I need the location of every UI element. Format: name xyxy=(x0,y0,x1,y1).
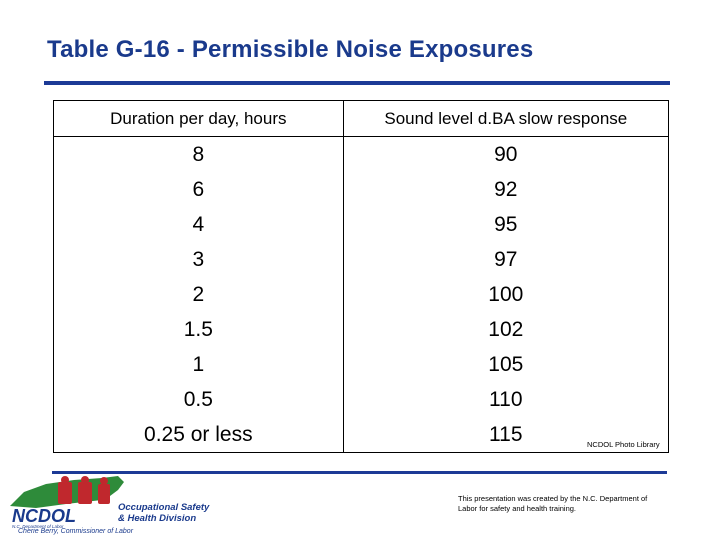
table-row: 4 95 xyxy=(53,207,670,242)
footer-divider xyxy=(52,471,667,474)
column-header-sound-level: Sound level d.BA slow response xyxy=(342,100,670,137)
logo-division: Occupational Safety & Health Division xyxy=(118,502,209,524)
table-row: 8 90 xyxy=(53,136,670,172)
duration-cell: 3 xyxy=(53,242,344,277)
table-row: 0.5 110 xyxy=(53,382,670,417)
sound-level-cell: 100 xyxy=(342,277,670,312)
table-row: 1.5 102 xyxy=(53,312,670,347)
duration-cell: 2 xyxy=(53,277,344,312)
worker-figure-icon xyxy=(58,482,72,504)
sound-level-cell: 102 xyxy=(342,312,670,347)
table-header-row: Duration per day, hours Sound level d.BA… xyxy=(53,100,670,137)
division-line-2: & Health Division xyxy=(118,513,197,524)
duration-cell: 1 xyxy=(53,347,344,382)
table-row: 0.25 or less 115 xyxy=(53,417,670,453)
logo-dept: N.C. Department of Labor xyxy=(12,524,64,529)
sound-level-cell: 95 xyxy=(342,207,670,242)
sound-level-cell: 92 xyxy=(342,172,670,207)
logo-wordmark: NCDOL xyxy=(12,506,76,526)
table-row: 2 100 xyxy=(53,277,670,312)
duration-cell: 0.25 or less xyxy=(53,417,344,453)
sound-level-cell: 110 xyxy=(342,382,670,417)
worker-figure-icon xyxy=(98,484,110,504)
duration-cell: 1.5 xyxy=(53,312,344,347)
column-header-duration: Duration per day, hours xyxy=(53,100,344,137)
commissioner-signature: Cherie Berry, Commissioner of Labor xyxy=(18,528,134,535)
ncdol-logo: NCDOL N.C. Department of Labor xyxy=(10,476,124,529)
noise-exposure-table: Duration per day, hours Sound level d.BA… xyxy=(53,100,670,453)
table-row: 6 92 xyxy=(53,172,670,207)
sound-level-cell: 90 xyxy=(342,136,670,172)
page-title: Table G-16 - Permissible Noise Exposures xyxy=(47,36,534,63)
title-divider xyxy=(44,81,670,85)
footer-note: This presentation was created by the N.C… xyxy=(458,494,648,513)
division-line-1: Occupational Safety xyxy=(118,502,210,513)
duration-cell: 0.5 xyxy=(53,382,344,417)
sound-level-cell: 115 xyxy=(342,417,670,453)
sound-level-cell: 97 xyxy=(342,242,670,277)
duration-cell: 4 xyxy=(53,207,344,242)
duration-cell: 6 xyxy=(53,172,344,207)
sound-level-cell: 105 xyxy=(342,347,670,382)
worker-figure-icon xyxy=(78,482,92,504)
photo-credit: NCDOL Photo Library xyxy=(587,440,660,449)
table-row: 1 105 xyxy=(53,347,670,382)
table-row: 3 97 xyxy=(53,242,670,277)
duration-cell: 8 xyxy=(53,136,344,172)
